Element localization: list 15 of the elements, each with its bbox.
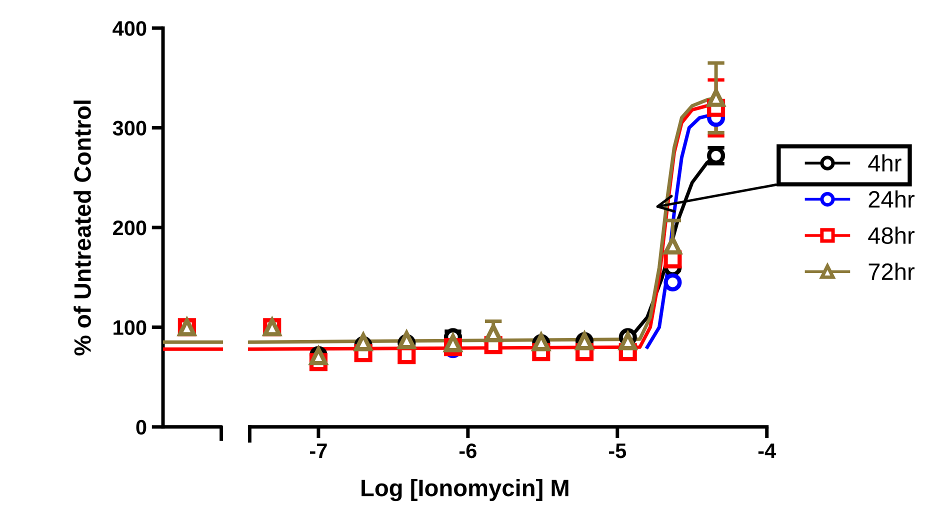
y-tick-label: 300 <box>112 120 146 136</box>
x-tick-label: -7 <box>310 444 327 458</box>
y-tick-label: 100 <box>114 320 146 335</box>
y-tick-label: 200 <box>113 220 146 236</box>
y-tick-label: 400 <box>112 21 146 36</box>
legend-label: 48hr <box>868 226 914 244</box>
legend-label: 72hr <box>868 262 914 280</box>
y-tick-label: 0 <box>136 420 146 435</box>
y-axis-title: % of Untreated Control <box>74 100 91 356</box>
legend-label: 24hr <box>868 190 914 208</box>
x-axis-title: Log [Ionomycin] M <box>362 478 568 502</box>
x-tick-label: -5 <box>608 444 626 458</box>
x-tick-label: -4 <box>758 444 776 458</box>
x-tick-label: -6 <box>459 443 476 458</box>
legend-label: 4hr <box>868 154 902 172</box>
